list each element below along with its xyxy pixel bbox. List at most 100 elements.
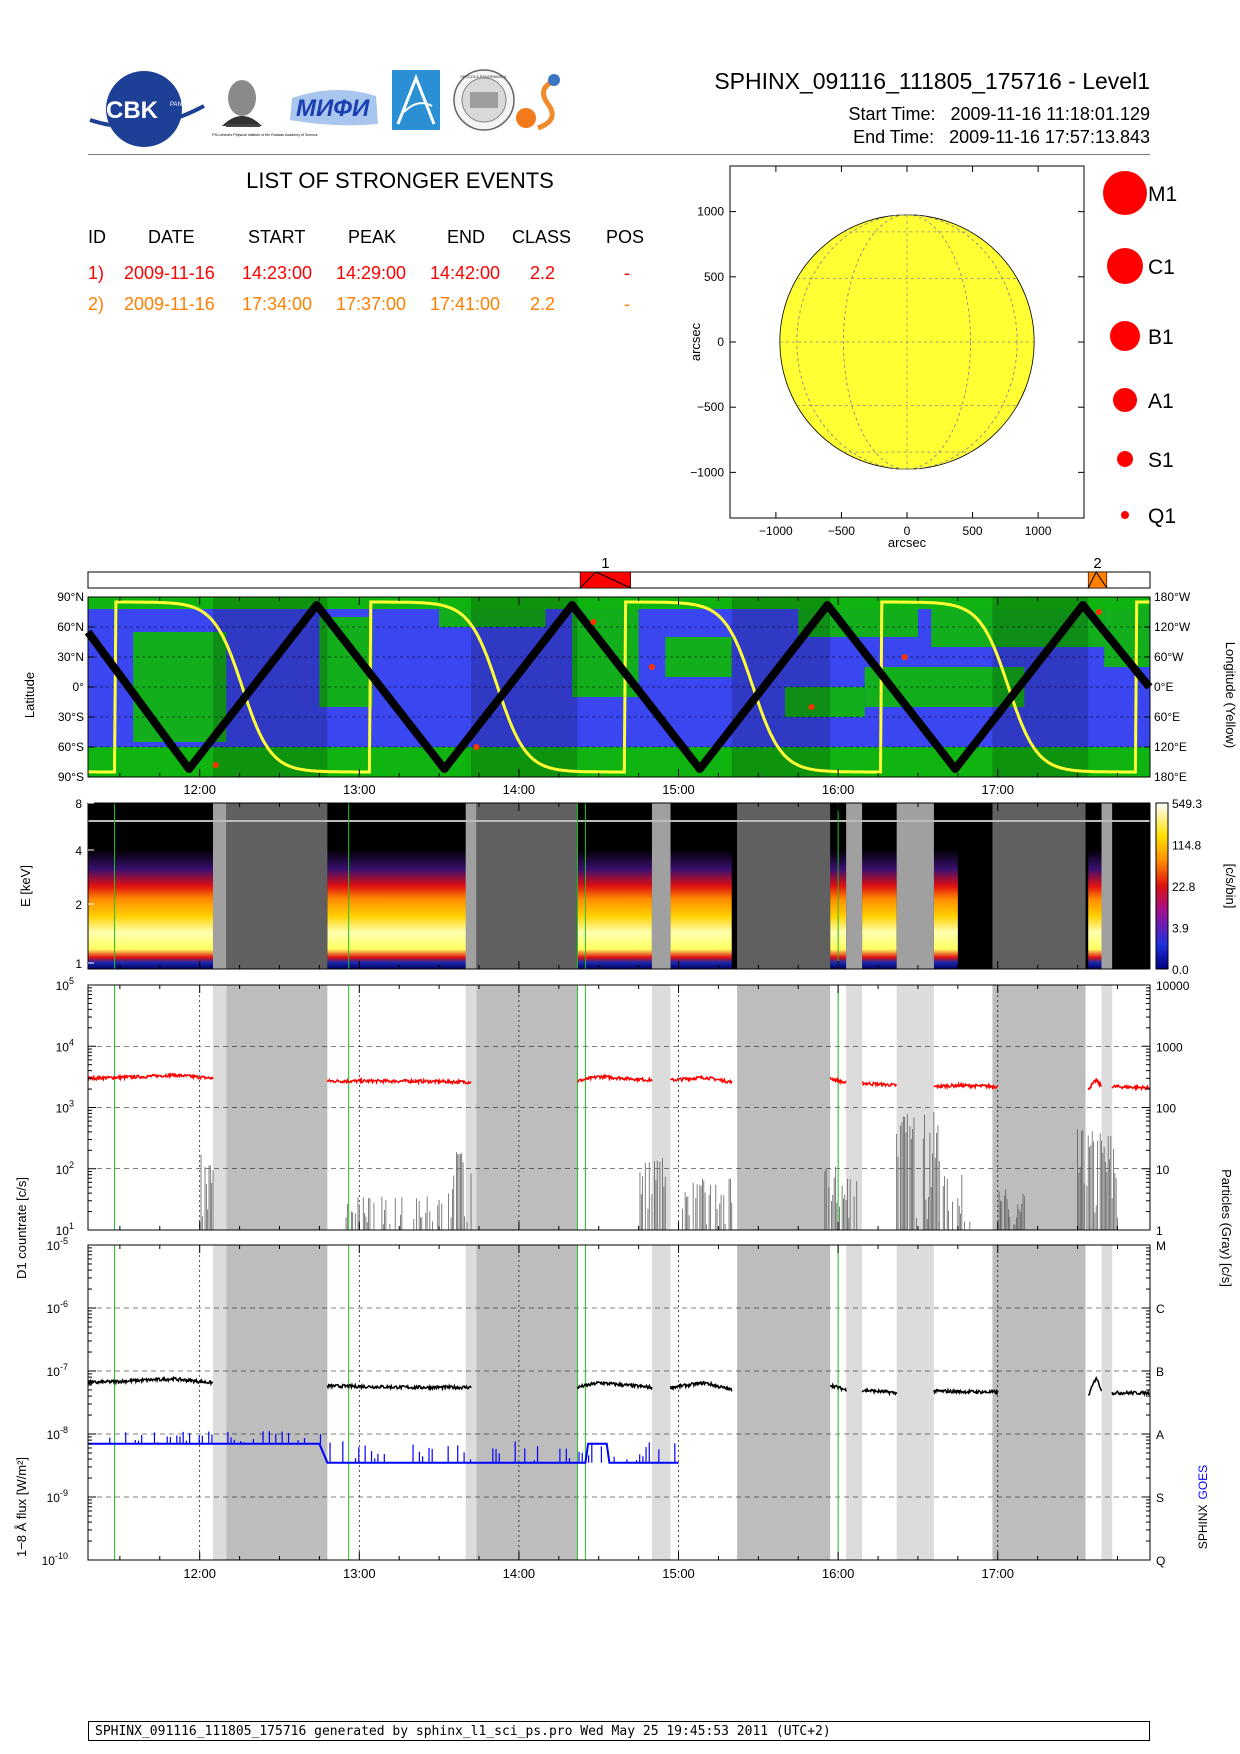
countrate-y2tick-label: 1 xyxy=(1156,1224,1163,1238)
sphinx-flux-line xyxy=(933,1387,999,1396)
spectrogram-gap xyxy=(212,803,227,969)
sun-map-ytick-label: 0 xyxy=(717,335,724,349)
start-time-label: Start Time: xyxy=(848,104,936,124)
sphinx-flux-line xyxy=(576,1380,653,1391)
spectrogram-frame xyxy=(87,802,1151,970)
events-title: LIST OF STRONGER EVENTS xyxy=(246,168,554,193)
sun-map-xtick-label: −1000 xyxy=(759,524,793,538)
colorbar-tick-label: 22.8 xyxy=(1172,880,1196,894)
col-date: DATE xyxy=(148,227,195,247)
university-seal: SPECOLA PANORAMICA xyxy=(453,69,515,131)
time-tick-label: 15:00 xyxy=(662,1566,695,1581)
orbit-event-marker xyxy=(590,619,597,625)
data-gap xyxy=(476,1245,578,1560)
spectrogram-ytick-label: 4 xyxy=(75,844,82,858)
time-tick-label: 14:00 xyxy=(503,782,536,797)
event-1-start: 14:23:00 xyxy=(242,263,313,283)
spectrogram-ytick-label: 8 xyxy=(75,797,82,811)
orbit-panel: 90°N 60°N 30°N 0° 30°S 60°S 90°S 180°W 120°W 60°W… xyxy=(57,590,1191,797)
time-tick-label: 12:00 xyxy=(183,1566,216,1581)
spectrogram-gap xyxy=(737,803,831,969)
event-bar-peak-marker xyxy=(579,571,631,589)
time-tick-label: 16:00 xyxy=(822,782,855,797)
col-end: END xyxy=(447,227,486,247)
data-gap xyxy=(476,985,578,1230)
flux-ytick-label: 10-9 xyxy=(47,1488,68,1505)
class-legend: M1 C1 B1 A1 S1 Q1 xyxy=(1103,171,1177,528)
countrate-y2tick-label: 10000 xyxy=(1156,979,1190,993)
col-class: CLASS xyxy=(512,227,572,247)
lebedev-logo: P.N.Lebedev Physical Institute of the Ru… xyxy=(212,80,318,137)
spectrogram-gap xyxy=(476,803,578,969)
class-legend-label-a1: A1 xyxy=(1148,390,1174,413)
event-2-date: 2009-11-16 xyxy=(124,294,215,314)
mifi-logo: МИФИ xyxy=(290,89,378,126)
spectrogram-gap xyxy=(896,803,934,969)
end-time-label: End Time: xyxy=(853,127,935,147)
countrate-ytick-label: 103 xyxy=(56,1099,74,1116)
countrate-y2tick-label: 10 xyxy=(1156,1163,1170,1177)
flux-y2label-goes: GOES xyxy=(1196,1465,1210,1500)
d1-countrate-line xyxy=(669,1074,733,1085)
data-gap xyxy=(226,1245,328,1560)
sun-map-xlabel: arcsec xyxy=(888,535,927,550)
flux-ylabel: 1−8 Å flux [W/m²] xyxy=(14,1457,29,1557)
orbit-patch xyxy=(439,607,546,627)
event-bar-label: 2 xyxy=(1093,555,1101,572)
class-legend-items: M1 C1 B1 A1 S1 Q1 xyxy=(1103,171,1177,528)
sun-map-ytick-label: 1000 xyxy=(697,205,724,219)
data-gap-light xyxy=(651,1245,671,1560)
orbit-patch xyxy=(784,687,865,717)
goes-flux-line xyxy=(88,1442,679,1464)
class-legend-label-m1: M1 xyxy=(1148,183,1177,206)
sphinx-flux-line xyxy=(669,1380,733,1392)
time-tick-label: 16:00 xyxy=(822,1566,855,1581)
end-time-row: End Time: 2009-11-16 17:57:13.843 xyxy=(700,127,1150,148)
orbit-ytick-label: 60°S xyxy=(58,740,84,754)
spectrogram-ytick-label: 1 xyxy=(75,957,82,971)
d1-countrate-line xyxy=(933,1082,959,1091)
flux-y2tick-label: B xyxy=(1156,1365,1164,1379)
class-legend-marker xyxy=(1117,451,1133,467)
orbit-ytick-label: 90°N xyxy=(57,590,84,604)
d1-countrate-line xyxy=(1087,1077,1102,1091)
countrate-ytick-label: 104 xyxy=(56,1037,74,1054)
orbit-ylabel: Latitude xyxy=(22,672,37,718)
orbit-y2tick-label: 120°W xyxy=(1154,620,1191,634)
cbk-logo-text: CBK xyxy=(106,97,159,124)
sun-map-xtick-label: 0 xyxy=(904,524,911,538)
data-gap-light xyxy=(846,1245,863,1560)
orbit-event-marker xyxy=(808,704,815,710)
header-title: SPHINX_091116_111805_175716 - Level1 xyxy=(714,68,1150,94)
event-1-peak: 14:29:00 xyxy=(336,263,407,283)
countrate-ylabel: D1 countrate [c/s] xyxy=(14,1177,29,1279)
d1-countrate-line xyxy=(957,1081,999,1091)
spectrogram-data-block xyxy=(577,803,652,969)
sphinx-flux-line xyxy=(326,1382,472,1392)
start-time-row: Start Time: 2009-11-16 11:18:01.129 xyxy=(700,104,1150,125)
spectrogram-gap xyxy=(226,803,328,969)
event-2-peak: 17:37:00 xyxy=(336,294,407,314)
orbit-y2tick-label: 180°E xyxy=(1154,770,1187,784)
sphinx-flux-line xyxy=(1087,1375,1103,1396)
class-legend-marker xyxy=(1113,388,1137,412)
class-legend-label-b1: B1 xyxy=(1148,326,1174,349)
colorbar xyxy=(1155,802,1169,970)
data-gap-light xyxy=(465,1245,477,1560)
time-tick-label: 17:00 xyxy=(981,1566,1014,1581)
spectrogram-gap xyxy=(651,803,671,969)
flux-frame xyxy=(87,1244,1151,1561)
countrate-y2tick-label: 100 xyxy=(1156,1102,1176,1116)
orbit-y2tick-label: 120°E xyxy=(1154,740,1187,754)
col-pos: POS xyxy=(606,227,645,247)
data-gap-light xyxy=(1101,1245,1113,1560)
cbk-logo-sub: PAN xyxy=(170,102,182,108)
spectrogram-gap xyxy=(992,803,1086,969)
flux-y2tick-label: C xyxy=(1156,1302,1165,1316)
event-2-pos: - xyxy=(624,294,630,314)
flux-y2label-sphinx: SPHINX xyxy=(1196,1505,1210,1550)
colorbar-tick-label: 549.3 xyxy=(1172,797,1202,811)
orbit-ytick-label: 90°S xyxy=(58,770,84,784)
